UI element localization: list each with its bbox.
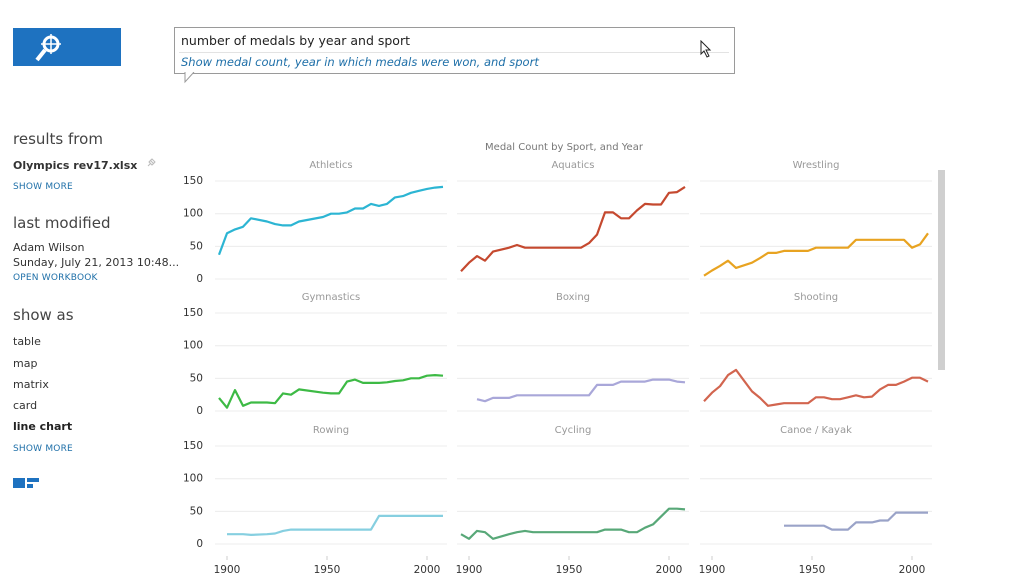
x-tick-label: 2000 — [899, 564, 926, 576]
series-line — [703, 368, 929, 407]
x-tick-label: 1950 — [556, 564, 583, 576]
y-tick-label: 50 — [190, 240, 203, 252]
search-box[interactable]: number of medals by year and sport Show … — [174, 27, 735, 74]
show-as-option[interactable]: card — [13, 399, 38, 412]
search-suggestion[interactable]: Show medal count, year in which medals w… — [181, 55, 539, 69]
panel-title: Rowing — [313, 425, 349, 436]
y-tick-label: 0 — [196, 538, 203, 550]
panel-title: Gymnastics — [302, 292, 361, 303]
show-more-link[interactable]: SHOW MORE — [13, 444, 73, 454]
y-tick-label: 50 — [190, 372, 203, 384]
y-tick-label: 100 — [183, 340, 203, 352]
y-tick-label: 150 — [183, 440, 203, 452]
x-tick-label: 2000 — [414, 564, 441, 576]
modified-date: Sunday, July 21, 2013 10:48... — [13, 256, 180, 269]
scrollbar[interactable] — [938, 170, 945, 370]
series-line — [227, 514, 443, 536]
show-more-link[interactable]: SHOW MORE — [13, 182, 73, 192]
panel-title: Athletics — [309, 160, 352, 171]
modified-heading: last modified — [13, 214, 111, 232]
show-as-option[interactable]: line chart — [13, 420, 73, 433]
y-tick-label: 100 — [183, 473, 203, 485]
results-heading: results from — [13, 130, 103, 148]
show-as-option[interactable]: matrix — [13, 378, 49, 391]
layout-icon[interactable] — [13, 476, 41, 490]
y-tick-label: 150 — [183, 175, 203, 187]
chart-title: Medal Count by Sport, and Year — [485, 142, 644, 153]
panel-title: Aquatics — [552, 160, 595, 171]
series-line — [218, 374, 444, 409]
panel-title: Wrestling — [793, 160, 840, 171]
series-line — [784, 511, 928, 531]
divider — [179, 52, 729, 53]
x-tick-label: 1900 — [456, 564, 483, 576]
x-tick-label: 1950 — [314, 564, 341, 576]
file-name: Olympics rev17.xlsx — [13, 159, 138, 172]
app-logo[interactable] — [13, 28, 121, 66]
author: Adam Wilson — [13, 241, 85, 254]
x-tick-label: 2000 — [656, 564, 683, 576]
panel-title: Canoe / Kayak — [780, 425, 852, 436]
y-tick-label: 50 — [190, 505, 203, 517]
series-line — [460, 185, 686, 272]
callout-tail — [184, 72, 195, 84]
panel-title: Boxing — [556, 292, 590, 303]
logo-icon — [35, 34, 61, 62]
y-tick-label: 100 — [183, 208, 203, 220]
show-as-option[interactable]: map — [13, 357, 38, 370]
series-line — [217, 185, 444, 256]
x-tick-label: 1900 — [214, 564, 241, 576]
y-tick-label: 150 — [183, 307, 203, 319]
y-tick-label: 0 — [196, 273, 203, 285]
y-tick-label: 0 — [196, 405, 203, 417]
panel-title: Cycling — [555, 425, 592, 436]
search-query[interactable]: number of medals by year and sport — [181, 33, 410, 48]
series-line — [703, 232, 929, 277]
series-line — [476, 378, 686, 403]
pin-icon[interactable] — [145, 157, 157, 169]
x-tick-label: 1900 — [699, 564, 726, 576]
panel-title: Shooting — [794, 292, 838, 303]
cursor — [700, 40, 712, 58]
show-as-option[interactable]: table — [13, 335, 41, 348]
open-workbook-link[interactable]: OPEN WORKBOOK — [13, 273, 98, 283]
show-as-heading: show as — [13, 306, 74, 324]
series-line — [460, 507, 686, 540]
x-tick-label: 1950 — [799, 564, 826, 576]
